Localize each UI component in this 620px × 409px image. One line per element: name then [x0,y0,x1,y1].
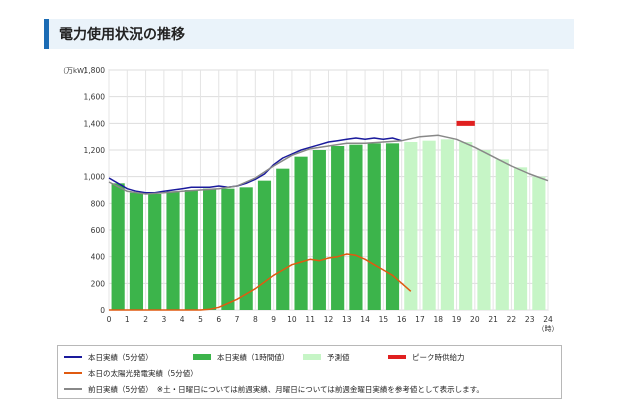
bar [221,188,235,310]
page-title: 電力使用状況の推移 [59,27,185,43]
bar [477,150,491,310]
y-tick-label: 200 [91,279,106,288]
legend-note: ※土・日曜日については前週実績、月曜日については前週金曜日実績を参考値として表示… [156,384,484,394]
legend-swatch [64,372,82,374]
legend-item-actual-5min: 本日実績（5分値） [64,350,153,364]
legend-item-previous-day: 前日実績（5分値） ※土・日曜日については前週実績、月曜日については前週金曜日実… [64,382,484,396]
bar [111,183,125,310]
bar [532,176,546,310]
x-tick-label: 15 [379,315,389,324]
legend-label-solar: 本日の太陽光発電実績（5分値） [88,368,198,378]
legend-swatch [388,355,406,359]
y-tick-label: 1,800 [84,66,106,75]
legend-swatch [193,354,211,360]
y-tick-label: 0 [100,306,105,315]
bar [312,150,326,310]
x-tick-label: 0 [107,315,112,324]
x-tick-label: 11 [305,315,315,324]
y-tick-label: 1,600 [84,93,106,102]
x-tick-label: 24 [543,315,553,324]
x-tick-label: 16 [397,315,407,324]
bar [331,146,345,310]
x-tick-label: 21 [488,315,498,324]
x-tick-label: 9 [271,315,276,324]
series-line [109,253,412,311]
bar [440,139,454,310]
bar [459,142,473,310]
x-tick-label: 7 [235,315,240,324]
x-tick-label: 20 [470,315,480,324]
x-tick-label: 17 [415,315,425,324]
legend-item-peak-supply: ピーク時供給力 [388,350,465,364]
bar [513,167,528,310]
x-tick-label: 8 [253,315,258,324]
x-tick-label: 13 [342,315,352,324]
bar [276,168,290,310]
bar [129,192,144,310]
y-tick-label: 1,000 [84,173,106,182]
x-tick-label: 4 [180,315,185,324]
y-tick-label: 800 [91,199,106,208]
y-tick-label: 400 [91,253,106,262]
legend-label-peak-supply: ピーク時供給力 [412,352,465,362]
x-tick-label: 1 [125,315,130,324]
legend-label-actual-hourly: 本日実績（1時間値） [217,352,290,362]
bar [495,159,509,310]
x-tick-label: 14 [360,315,370,324]
bar [239,187,253,310]
bar [257,180,272,310]
bar [294,156,308,310]
legend-label-forecast: 予測値 [327,352,350,362]
x-unit-label: （時） [538,325,559,333]
x-tick-label: 18 [433,315,443,324]
power-usage-chart: 0 200 400 600 800 1,000 1,200 1,400 1,600 1,800 0 1… [59,66,559,333]
series-line [108,137,402,194]
legend-label-previous-day: 前日実績（5分値） [88,384,153,394]
bar [148,194,162,310]
x-tick-label: 3 [161,315,166,324]
legend-swatch [303,354,321,360]
bar [422,140,436,310]
bar [367,143,381,310]
bar [166,191,180,310]
legend-item-solar: 本日の太陽光発電実績（5分値） [64,366,198,380]
legend-item-forecast: 予測値 [303,350,350,364]
section-header: 電力使用状況の推移 [44,19,574,49]
legend-swatch [64,356,82,358]
chart-legend: 本日実績（5分値） 本日実績（1時間値） 予測値 ピーク時供給力 本日の太陽光発… [57,345,562,399]
y-tick-label: 1,400 [84,119,106,128]
bar [385,143,400,310]
x-tick-label: 2 [143,315,148,324]
x-tick-label: 12 [324,315,334,324]
legend-swatch [64,388,82,390]
bar [404,142,418,310]
y-tick-label: 600 [91,226,106,235]
y-unit-label: （万kW） [59,67,91,75]
series-line [108,134,549,195]
bar [203,188,217,310]
x-tick-label: 6 [216,315,221,324]
legend-label-actual-5min: 本日実績（5分値） [88,352,153,362]
bar [184,190,198,310]
bar [349,144,363,310]
legend-item-actual-hourly: 本日実績（1時間値） [193,350,289,364]
x-tick-label: 5 [198,315,203,324]
x-tick-label: 22 [507,315,517,324]
x-tick-label: 19 [452,315,462,324]
y-tick-label: 1,200 [84,146,106,155]
x-tick-label: 10 [287,315,297,324]
x-tick-label: 23 [525,315,535,324]
